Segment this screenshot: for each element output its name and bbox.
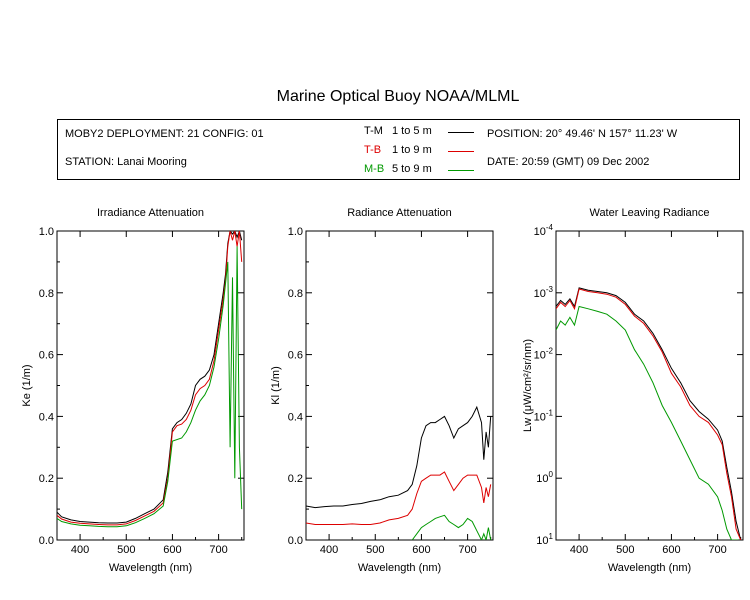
info-box: MOBY2 DEPLOYMENT: 21 CONFIG: 01 STATION:… <box>57 119 740 180</box>
series-line-1-1 <box>306 471 492 525</box>
plot-frame-2 <box>555 230 744 541</box>
series-line-2-1 <box>556 288 742 540</box>
panel-title-2: Water Leaving Radiance <box>589 207 709 219</box>
series-line-2-0 <box>556 287 742 540</box>
x-tick-label-0-0: 400 <box>71 544 89 556</box>
series-line-1-0 <box>306 405 492 509</box>
y-axis-label-1: Kl (1/m) <box>270 366 282 405</box>
panel-title-1: Radiance Attenuation <box>347 207 452 219</box>
legend-code-mb: M-B <box>364 163 385 175</box>
x-tick-label-0-1: 500 <box>117 544 135 556</box>
y-tick-label-1-4: 0.8 <box>288 288 303 300</box>
y-tick-label-1-3: 0.6 <box>288 350 303 362</box>
x-tick-label-1-2: 600 <box>412 544 430 556</box>
x-tick-label-1-0: 400 <box>320 544 338 556</box>
y-tick-label-2-2: 10-1 <box>534 408 554 423</box>
x-tick-label-2-0: 400 <box>570 544 588 556</box>
y-tick-label-2-1: 100 <box>536 470 553 485</box>
y-tick-label-0-5: 1.0 <box>39 226 54 238</box>
page-title: Marine Optical Buoy NOAA/MLML <box>276 88 520 105</box>
position-text: POSITION: 20° 49.46' N 157° 11.23' W <box>487 128 678 140</box>
x-axis-label-2: Wavelength (nm) <box>608 562 691 574</box>
y-tick-label-2-3: 10-2 <box>534 347 554 362</box>
y-tick-label-2-4: 10-3 <box>534 285 554 300</box>
plot-frame-0 <box>56 230 245 541</box>
y-tick-label-0-1: 0.2 <box>39 473 54 485</box>
legend-range-tm: 1 to 5 m <box>392 125 432 137</box>
plot-frame-1 <box>305 230 494 541</box>
y-axis-label-2: Lw (μW/cm²/sr/nm) <box>522 339 534 432</box>
series-line-2-2 <box>556 305 739 540</box>
series-line-1-2 <box>411 514 492 540</box>
series-line-0-1 <box>57 231 243 526</box>
x-tick-label-1-1: 500 <box>366 544 384 556</box>
legend-line-tb <box>448 151 474 152</box>
x-axis-label-1: Wavelength (nm) <box>358 562 441 574</box>
y-tick-label-1-5: 1.0 <box>288 226 303 238</box>
x-tick-label-0-2: 600 <box>163 544 181 556</box>
legend-code-tm: T-M <box>364 125 383 137</box>
deployment-text: MOBY2 DEPLOYMENT: 21 CONFIG: 01 <box>65 128 264 140</box>
y-tick-label-0-0: 0.0 <box>39 535 54 547</box>
y-axis-label-0: Ke (1/m) <box>21 364 33 406</box>
legend-line-mb <box>448 170 474 171</box>
x-tick-label-2-3: 700 <box>708 544 726 556</box>
x-axis-label-0: Wavelength (nm) <box>109 562 192 574</box>
y-tick-label-1-0: 0.0 <box>288 535 303 547</box>
panel-title-0: Irradiance Attenuation <box>97 207 204 219</box>
y-tick-label-0-3: 0.6 <box>39 350 54 362</box>
x-tick-label-2-1: 500 <box>616 544 634 556</box>
y-tick-label-0-2: 0.4 <box>39 411 54 423</box>
legend-line-tm <box>448 132 474 133</box>
legend-code-tb: T-B <box>364 144 382 156</box>
y-tick-label-2-5: 10-4 <box>534 223 554 238</box>
x-tick-label-1-3: 700 <box>458 544 476 556</box>
y-tick-label-1-1: 0.2 <box>288 473 303 485</box>
y-tick-label-0-4: 0.8 <box>39 288 54 300</box>
y-tick-label-1-2: 0.4 <box>288 411 303 423</box>
series-line-0-2 <box>57 246 243 528</box>
x-tick-label-2-2: 600 <box>662 544 680 556</box>
legend-range-tb: 1 to 9 m <box>392 144 432 156</box>
x-tick-label-0-3: 700 <box>209 544 227 556</box>
y-tick-label-2-0: 101 <box>536 532 553 547</box>
date-text: DATE: 20:59 (GMT) 09 Dec 2002 <box>487 156 650 168</box>
legend-range-mb: 5 to 9 m <box>392 163 432 175</box>
series-line-0-0 <box>57 231 243 524</box>
station-text: STATION: Lanai Mooring <box>65 156 187 168</box>
